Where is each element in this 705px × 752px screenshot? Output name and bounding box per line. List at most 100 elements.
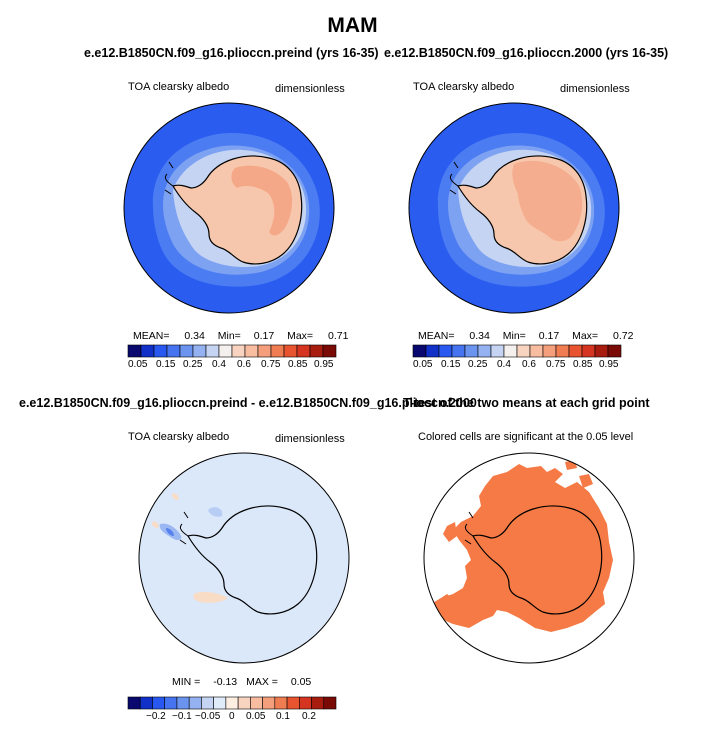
panel2-mean-value: 0.34 — [469, 330, 490, 342]
panel3-positive-anomaly-2 — [152, 521, 159, 528]
panel3-variable-label: TOA clearsky albedo — [128, 431, 230, 443]
panel4-caption: Colored cells are significant at the 0.0… — [418, 431, 634, 443]
colorbar-swatch — [309, 344, 324, 358]
panel3-case-title: e.e12.B1850CN.f09_g16.plioccn.preind - e… — [19, 396, 477, 410]
panel3-positive-anomaly-3 — [172, 493, 179, 500]
colorbar-swatch — [490, 344, 505, 358]
panel2-tick-4: 0.4 — [497, 359, 511, 370]
panel3-negative-anomaly-2 — [166, 528, 174, 536]
panel1-colorbar — [127, 344, 337, 358]
panel1-mean-value: 0.34 — [184, 330, 205, 342]
panel1-tick-7: 0.85 — [288, 359, 308, 370]
colorbar-swatch — [322, 344, 337, 358]
panel3-tick-3: −0.05 — [195, 711, 221, 722]
colorbar-swatch — [231, 344, 246, 358]
panel1-tick-5: 0.6 — [237, 359, 251, 370]
panel4-case-title: T-test of the two means at each grid poi… — [403, 396, 650, 410]
panel3-tick-7: 0.2 — [302, 711, 316, 722]
panel2-tick-8: 0.95 — [599, 359, 619, 370]
colorbar-swatch — [270, 344, 285, 358]
panel2-tick-7: 0.85 — [573, 359, 593, 370]
panel3-tick-1: −0.2 — [146, 711, 166, 722]
panel2-min-label: Min= — [502, 330, 526, 342]
panel3-tick-5: 0.05 — [246, 711, 266, 722]
colorbar-swatch — [225, 696, 239, 710]
panel1-tick-8: 0.95 — [314, 359, 334, 370]
colorbar-swatch — [250, 696, 263, 710]
colorbar-swatch — [139, 696, 153, 710]
colorbar-swatch — [201, 696, 214, 710]
colorbar-swatch — [262, 696, 276, 710]
panel1-tick-2: 0.15 — [156, 359, 176, 370]
colorbar-swatch — [581, 344, 596, 358]
panel1-case-title: e.e12.B1850CN.f09_g16.plioccn.preind (yr… — [84, 46, 379, 60]
panel2-tick-2: 0.15 — [441, 359, 461, 370]
colorbar-swatch — [477, 344, 492, 358]
panel3-antarctica-outline — [187, 505, 318, 615]
panel2-tick-1: 0.05 — [413, 359, 433, 370]
panel2-min-value: 0.17 — [538, 330, 560, 342]
colorbar-swatch — [555, 344, 570, 358]
colorbar-swatch — [568, 344, 583, 358]
colorbar-swatch — [205, 344, 220, 358]
colorbar-swatch — [188, 696, 202, 710]
panel3-negative-anomaly-3 — [208, 507, 223, 517]
colorbar-swatch — [164, 696, 178, 710]
panel1-polar-map — [123, 102, 335, 314]
colorbar-swatch — [213, 696, 227, 710]
panel4-peninsula — [464, 511, 474, 545]
panel2-max-value: 0.72 — [612, 330, 634, 342]
panel3-positive-anomaly — [193, 591, 228, 603]
panel1-peninsula — [164, 161, 174, 195]
panel2-case-title: e.e12.B1850CN.f09_g16.plioccn.2000 (yrs … — [384, 46, 669, 60]
colorbar-swatch — [179, 344, 194, 358]
colorbar-swatch — [594, 344, 609, 358]
panel2-variable-label: TOA clearsky albedo — [413, 81, 515, 93]
panel2-tick-5: 0.6 — [522, 359, 536, 370]
panel2-tick-6: 0.75 — [546, 359, 566, 370]
panel3-tick-6: 0.1 — [276, 711, 290, 722]
colorbar-swatch — [503, 344, 518, 358]
panel1-variable-label: TOA clearsky albedo — [128, 81, 230, 93]
colorbar-swatch — [425, 344, 440, 358]
colorbar-swatch — [127, 344, 142, 358]
colorbar-swatch — [237, 696, 251, 710]
panel3-min-value: -0.13 — [213, 676, 238, 688]
colorbar-swatch — [286, 696, 300, 710]
panel4-antarctica-outline — [472, 505, 603, 615]
colorbar-swatch — [257, 344, 272, 358]
panel2-plateau — [512, 160, 583, 242]
panel2-peninsula — [449, 161, 459, 195]
panel3-min-label: MIN = — [172, 676, 201, 688]
colorbar-swatch — [166, 344, 181, 358]
panel3-max-value: 0.05 — [290, 676, 312, 688]
panel1-min-label: Min= — [217, 330, 241, 342]
colorbar-swatch — [298, 696, 312, 710]
panel3-peninsula — [179, 511, 189, 545]
panel3-background-fill — [139, 453, 349, 663]
panel1-units-label: dimensionless — [275, 83, 345, 95]
panel1-tick-3: 0.25 — [183, 359, 203, 370]
panel1-tick-4: 0.4 — [212, 359, 226, 370]
panel3-tick-2: −0.1 — [172, 711, 192, 722]
panel2-tick-3: 0.25 — [468, 359, 488, 370]
panel2-units-label: dimensionless — [560, 83, 630, 95]
panel3-colorbar — [127, 696, 337, 710]
colorbar-swatch — [283, 344, 298, 358]
panel3-polar-map — [138, 452, 350, 664]
panel3-max-label: MAX = — [246, 676, 278, 688]
colorbar-swatch — [451, 344, 466, 358]
colorbar-swatch — [127, 696, 141, 710]
panel3-tick-4: 0 — [229, 711, 235, 722]
panel2-max-label: Max= — [572, 330, 599, 342]
panel1-min-value: 0.17 — [253, 330, 275, 342]
panel4-polar-map — [423, 452, 635, 664]
panel4-significant-cells — [431, 460, 613, 632]
panel2-mean-label: MEAN= — [418, 330, 455, 342]
colorbar-swatch — [311, 696, 325, 710]
figure-title: MAM — [327, 14, 378, 37]
panel1-tick-6: 0.75 — [261, 359, 281, 370]
panel2-polar-map — [408, 102, 620, 314]
panel1-tick-1: 0.05 — [128, 359, 148, 370]
panel1-mean-label: MEAN= — [133, 330, 170, 342]
